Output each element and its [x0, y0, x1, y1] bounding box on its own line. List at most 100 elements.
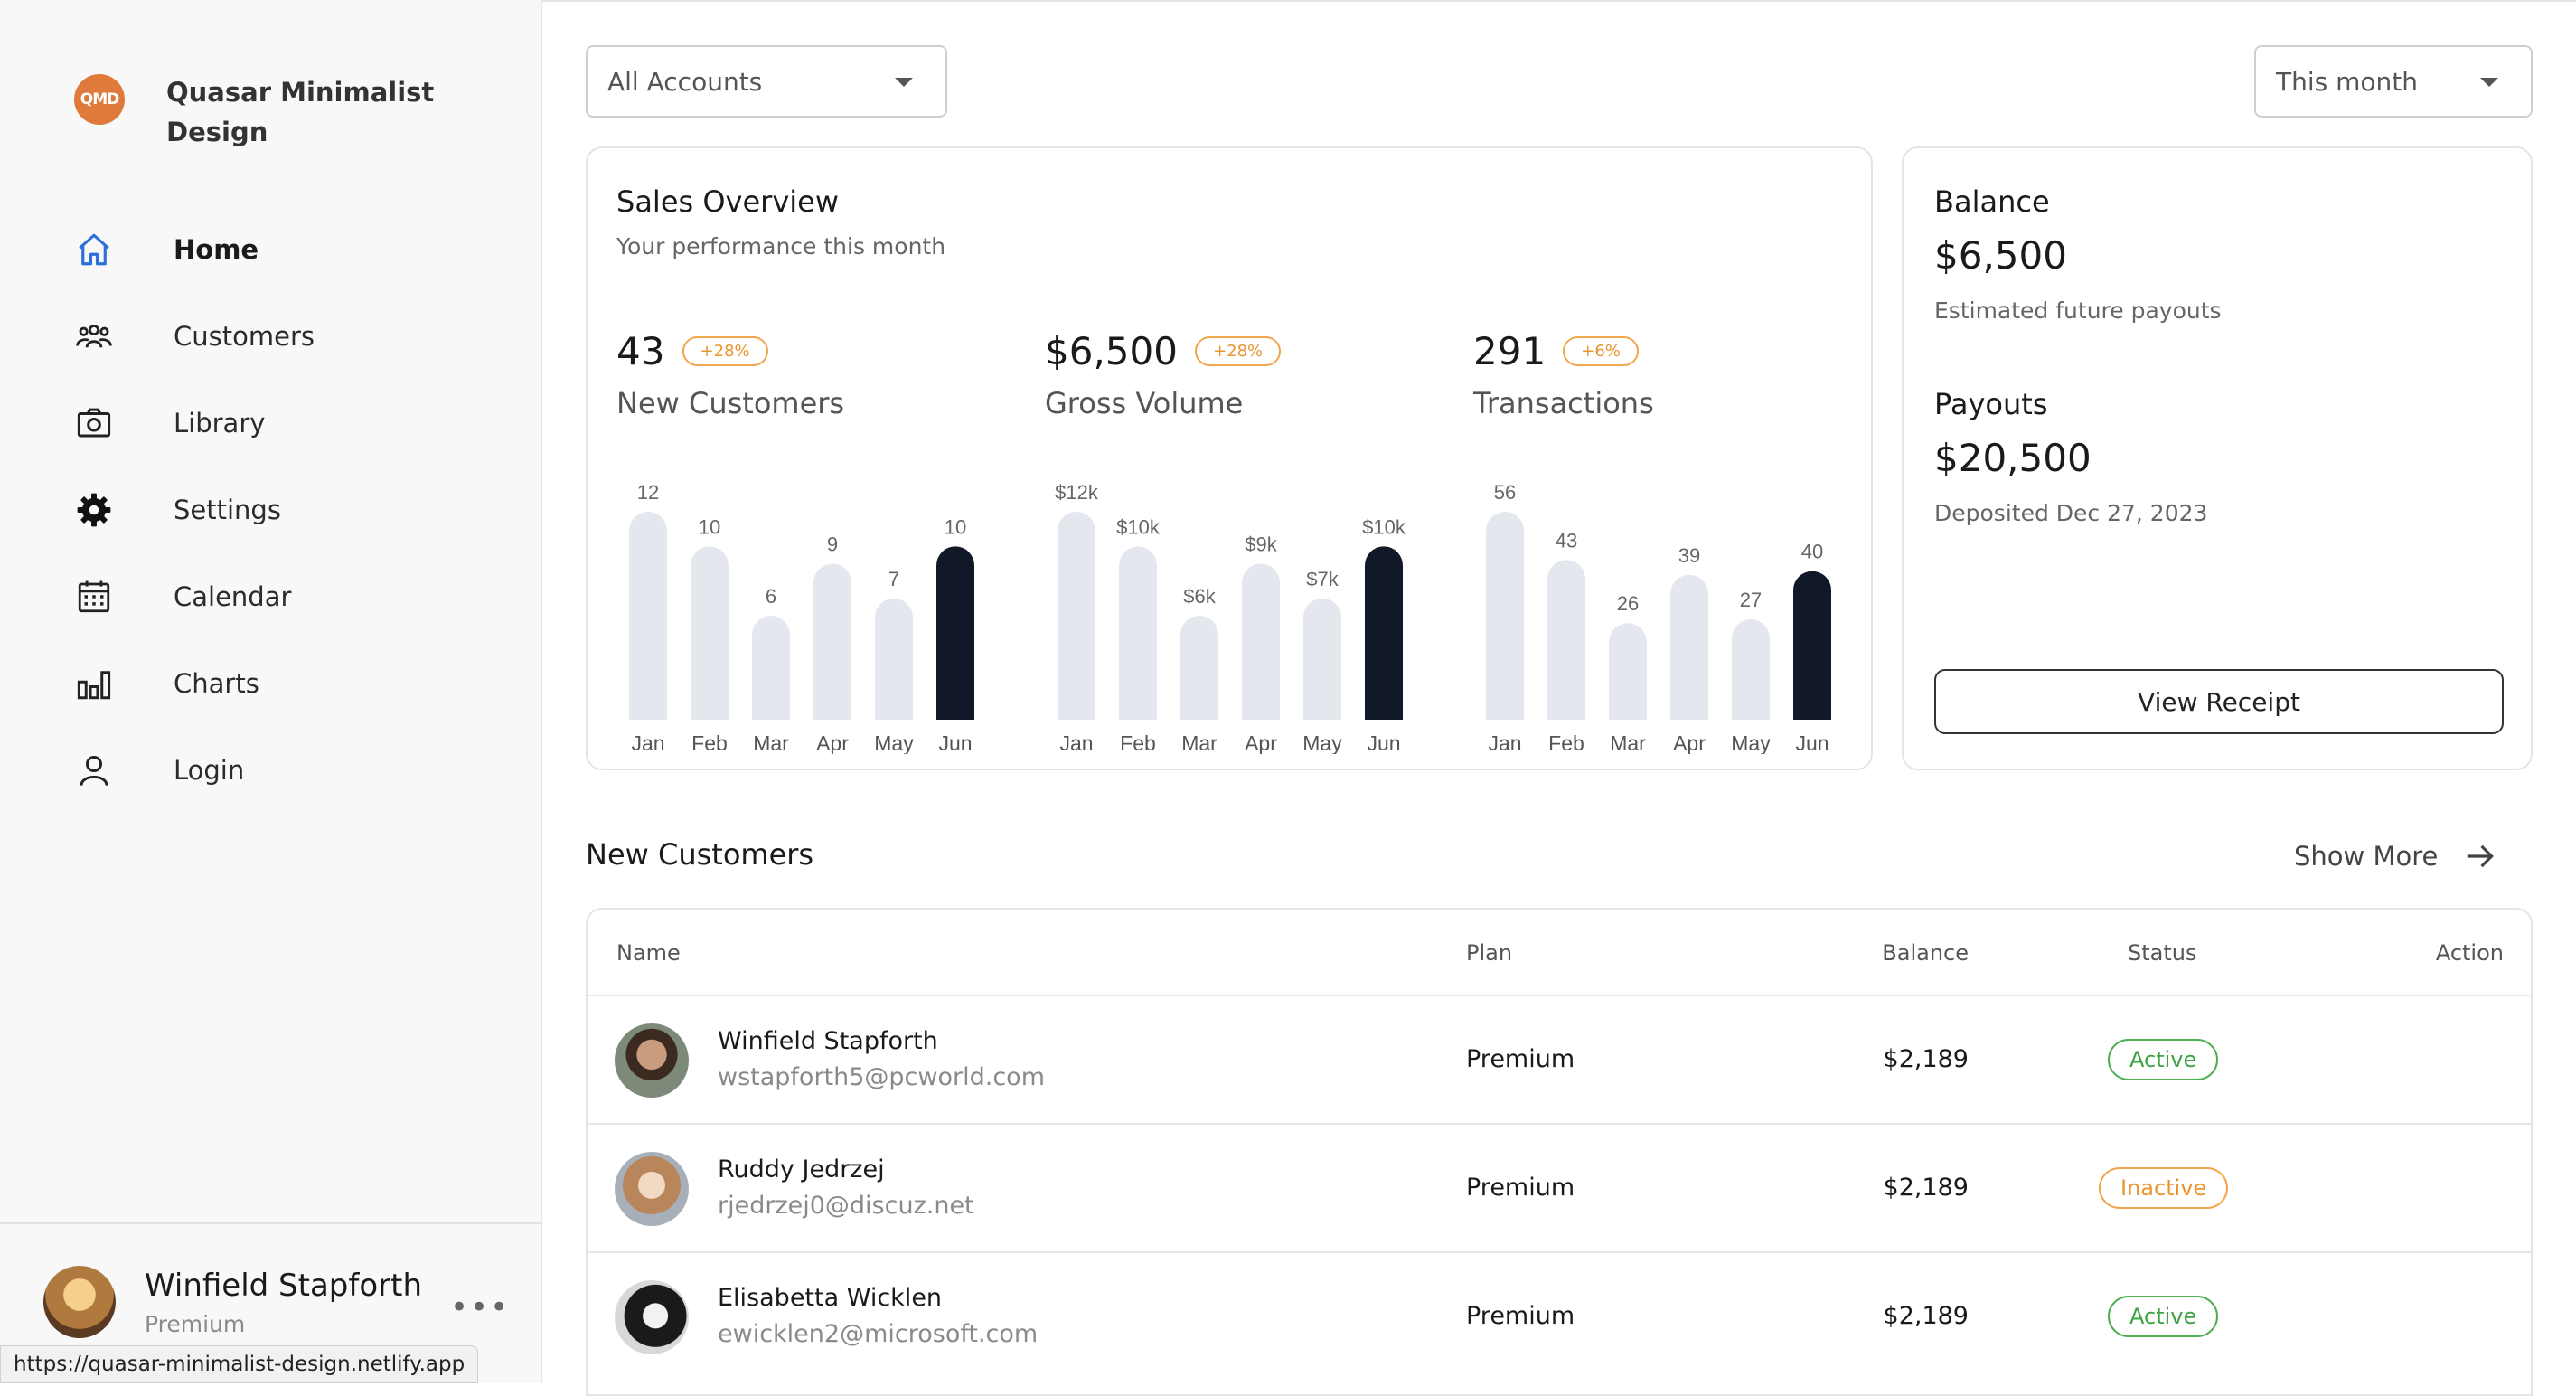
chart-bar: [1547, 560, 1585, 720]
home-icon: [74, 230, 114, 269]
chart-bar: [1058, 512, 1095, 720]
customers-icon: [74, 316, 114, 356]
balance-block: Balance $6,500 Estimated future payouts: [1934, 184, 2222, 324]
chart-data-label: $10k: [1362, 515, 1406, 538]
metric-label: New Customers: [616, 386, 845, 420]
metric-value: $6,500: [1045, 329, 1178, 373]
chart-tick-label: Mar: [1181, 731, 1217, 754]
card-subtitle: Your performance this month: [616, 233, 946, 259]
sidebar-item-label: Customers: [174, 321, 315, 352]
camera-icon: [74, 403, 114, 443]
person-icon: [74, 750, 114, 790]
chart-bar: [752, 616, 790, 720]
more-icon[interactable]: •••: [450, 1289, 511, 1325]
period-select-value: This month: [2276, 66, 2418, 97]
chart-data-label: 26: [1617, 592, 1639, 615]
sidebar-item-library[interactable]: Library: [0, 380, 541, 467]
section-title: New Customers: [586, 837, 814, 872]
show-more-link[interactable]: Show More: [2294, 839, 2497, 873]
chart-tick-label: Jan: [1059, 731, 1093, 754]
sidebar-item-calendar[interactable]: Calendar: [0, 553, 541, 640]
chart-bar: [1303, 598, 1341, 720]
sidebar-item-label: Charts: [174, 668, 259, 699]
customer-plan: Premium: [1466, 1174, 1575, 1202]
customer-name[interactable]: Elisabetta Wicklen: [718, 1284, 943, 1312]
customer-balance: $2,189: [1883, 1302, 1969, 1330]
balance-value: $6,500: [1934, 233, 2067, 278]
chevron-down-icon: [2480, 78, 2498, 87]
balance-note: Estimated future payouts: [1934, 297, 2222, 324]
chart-bar: [813, 563, 851, 720]
gross-volume-chart: $12k Jan $10k Feb $6k Mar $9k Apr $7k May $10k Jun: [1055, 481, 1406, 754]
chart-tick-label: Mar: [1610, 731, 1646, 754]
metric-gross-volume: $6,500 +28% Gross Volume: [1045, 329, 1461, 420]
chart-bar: [1670, 574, 1708, 720]
brand[interactable]: QMD Quasar Minimalist Design: [74, 72, 437, 152]
avatar: [615, 1023, 689, 1098]
user-name: Winfield Stapforth: [145, 1267, 422, 1304]
chart-tick-label: Feb: [1548, 731, 1584, 754]
sidebar-divider: [0, 1222, 541, 1224]
period-select[interactable]: This month: [2254, 45, 2533, 118]
column-header-name[interactable]: Name: [616, 940, 681, 966]
chart-data-label: $7k: [1306, 568, 1339, 590]
accounts-select-value: All Accounts: [607, 66, 763, 97]
customer-balance: $2,189: [1883, 1045, 1969, 1073]
column-header-balance[interactable]: Balance: [1882, 940, 1969, 966]
chart-bar: [1793, 571, 1831, 720]
chart-tick-label: Apr: [1245, 731, 1277, 754]
chart-data-label: $9k: [1245, 533, 1277, 556]
sidebar-item-charts[interactable]: Charts: [0, 640, 541, 727]
sidebar-item-label: Home: [174, 234, 259, 265]
column-header-action[interactable]: Action: [2435, 940, 2504, 966]
row-divider: [588, 1251, 2531, 1253]
chart-data-label: 6: [766, 585, 776, 608]
chart-data-label: 43: [1556, 529, 1577, 552]
view-receipt-button[interactable]: View Receipt: [1934, 669, 2504, 734]
avatar: [615, 1152, 689, 1226]
customer-email: wstapforth5@pcworld.com: [718, 1063, 1045, 1091]
chart-bar: [875, 598, 913, 720]
chart-data-label: $12k: [1055, 481, 1099, 504]
status-badge: Inactive: [2099, 1167, 2229, 1209]
sidebar-item-label: Library: [174, 408, 266, 439]
window-top-border: [0, 0, 2576, 2]
customer-plan: Premium: [1466, 1045, 1575, 1073]
chart-bar: [1732, 619, 1770, 720]
chart-bar: [1486, 512, 1524, 720]
accounts-select[interactable]: All Accounts: [586, 45, 947, 118]
chart-tick-label: Apr: [1673, 731, 1706, 754]
column-header-plan[interactable]: Plan: [1466, 940, 1513, 966]
chart-tick-label: Jun: [1795, 731, 1829, 754]
chart-tick-label: Mar: [753, 731, 789, 754]
customer-plan: Premium: [1466, 1302, 1575, 1330]
sidebar-item-customers[interactable]: Customers: [0, 293, 541, 380]
chart-tick-label: Feb: [1120, 731, 1156, 754]
chart-tick-label: Feb: [691, 731, 728, 754]
customer-email: ewicklen2@microsoft.com: [718, 1320, 1039, 1348]
customer-name[interactable]: Ruddy Jedrzej: [718, 1155, 885, 1184]
sidebar-item-login[interactable]: Login: [0, 727, 541, 814]
sidebar: QMD Quasar Minimalist Design Home Custom…: [0, 0, 542, 1383]
sidebar-item-home[interactable]: Home: [0, 206, 541, 293]
chart-data-label: 27: [1740, 589, 1762, 611]
metric-label: Gross Volume: [1045, 386, 1244, 420]
payouts-value: $20,500: [1934, 436, 2092, 480]
row-divider: [588, 995, 2531, 996]
chart-bar: [691, 546, 729, 720]
sidebar-item-label: Login: [174, 755, 245, 786]
chart-data-label: 10: [945, 515, 966, 538]
column-header-status[interactable]: Status: [2128, 940, 2197, 966]
sidebar-item-settings[interactable]: Settings: [0, 467, 541, 553]
calendar-icon: [74, 577, 114, 617]
chevron-down-icon: [895, 78, 913, 87]
gear-icon: [74, 490, 114, 530]
customer-name[interactable]: Winfield Stapforth: [718, 1027, 938, 1055]
metric-badge: +6%: [1563, 336, 1639, 366]
transactions-chart: 56 Jan 43 Feb 26 Mar 39 Apr 27 May 40 Jun: [1486, 481, 1831, 754]
chart-data-label: 39: [1678, 544, 1700, 567]
customer-balance: $2,189: [1883, 1174, 1969, 1202]
sidebar-item-label: Settings: [174, 495, 281, 525]
user-profile[interactable]: Winfield Stapforth Premium: [43, 1266, 422, 1338]
chart-data-label: $6k: [1183, 585, 1216, 608]
